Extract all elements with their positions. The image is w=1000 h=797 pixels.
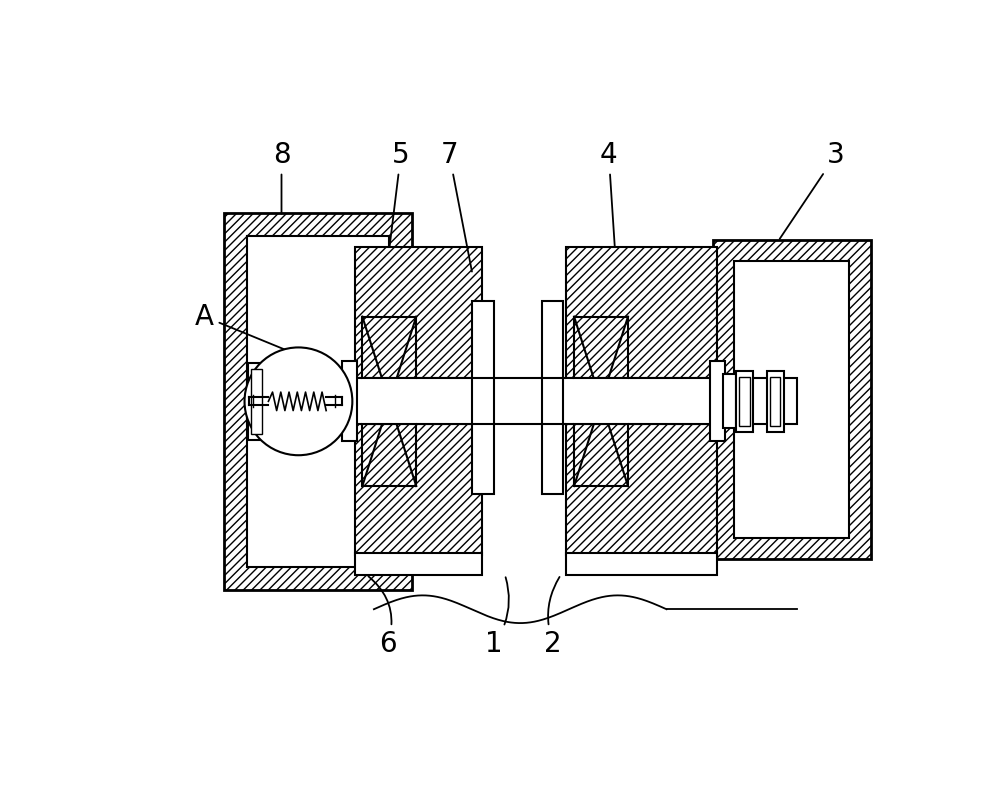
Text: 3: 3 (780, 141, 845, 239)
Bar (330, 375, 342, 428)
Bar (566, 553, 717, 575)
Bar (713, 240, 871, 559)
Bar (710, 361, 725, 442)
Bar (739, 377, 750, 426)
Bar (770, 377, 780, 426)
Bar (251, 369, 262, 434)
Bar (248, 363, 265, 440)
Bar (472, 301, 494, 493)
Circle shape (245, 347, 352, 455)
Bar (574, 379, 628, 425)
Bar (224, 213, 412, 590)
Text: 7: 7 (441, 141, 472, 272)
Bar (247, 379, 797, 425)
Bar (767, 371, 784, 432)
Bar (566, 379, 717, 425)
Bar (723, 375, 736, 428)
Bar (355, 247, 482, 556)
Text: 5: 5 (390, 141, 410, 246)
Text: 1: 1 (485, 577, 509, 658)
Text: 6: 6 (368, 576, 397, 658)
Bar (734, 261, 849, 538)
Bar (574, 316, 628, 486)
Text: 4: 4 (600, 141, 618, 246)
Bar (566, 247, 717, 556)
Bar (542, 301, 563, 493)
Bar (736, 371, 753, 432)
Text: 2: 2 (544, 577, 562, 658)
Bar (355, 553, 482, 575)
Bar (362, 379, 416, 425)
Bar (247, 236, 389, 567)
Text: 8: 8 (273, 141, 290, 214)
Bar (342, 361, 357, 442)
Text: A: A (195, 303, 296, 354)
Bar (355, 379, 482, 425)
Bar (362, 316, 416, 486)
